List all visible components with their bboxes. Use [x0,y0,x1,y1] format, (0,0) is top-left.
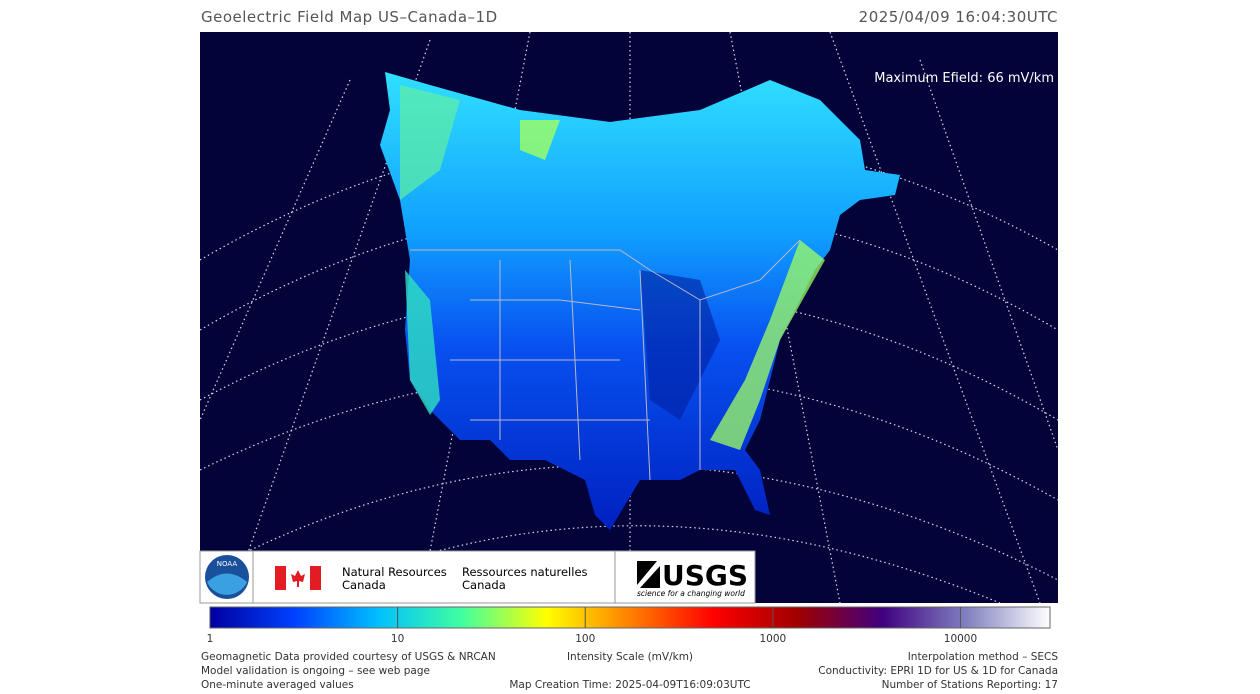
nrcan-fr: Ressources naturelles Canada [462,565,588,592]
map: Maximum Efield: 66 mV/km [200,32,1058,603]
efield-shading [520,120,560,160]
border-line [410,239,801,301]
flag-band [310,566,321,590]
footer-center: Map Creation Time: 2025-04-09T16:09:03UT… [509,679,750,690]
max-efield: Maximum Efield: 66 mV/km [874,71,1054,86]
usgs-text: USGS [662,559,748,592]
efield-shading [405,270,440,415]
map-title: Geoelectric Field Map US–Canada–1D [201,8,498,26]
noaa-logo-wave [207,573,247,595]
colorbar-label: Intensity Scale (mV/km) [567,651,693,663]
footer-left: Model validation is ongoing – see web pa… [201,665,430,677]
maple-leaf [291,570,305,587]
colorbar-tick-label: 10 [391,633,404,645]
colorbar-ticks: 1 10 100 1000 10000 [207,607,977,645]
flag-band [275,566,286,590]
footer-left: One-minute averaged values [201,679,354,690]
efield-shading [400,85,460,200]
border-line [450,259,701,481]
timestamp: 2025/04/09 16:04:30UTC [859,8,1058,26]
colorbar-tick-label: 1 [207,633,214,645]
colorbar-tick-label: 1000 [759,633,786,645]
efield-shading [380,72,900,530]
usgs-tagline: science for a changing world [637,589,745,598]
colorbar-tick-label: 100 [575,633,595,645]
nrcan-en: Natural Resources Canada [342,565,447,592]
footer-right: Interpolation method – SECS [908,651,1059,663]
noaa-text: NOAA [217,560,238,568]
usgs-mark [637,561,660,588]
footer-left: Geomagnetic Data provided courtesy of US… [201,651,496,663]
logo-bar: NOAA Natural Resources Canada Ressources … [199,550,756,604]
efield-shading [710,240,825,450]
colorbar [209,606,1051,629]
footer-right: Number of Stations Reporting: 17 [882,679,1058,690]
colorbar-tick-label: 10000 [944,633,977,645]
footer-right: Conductivity: EPRI 1D for US & 1D for Ca… [818,665,1058,677]
